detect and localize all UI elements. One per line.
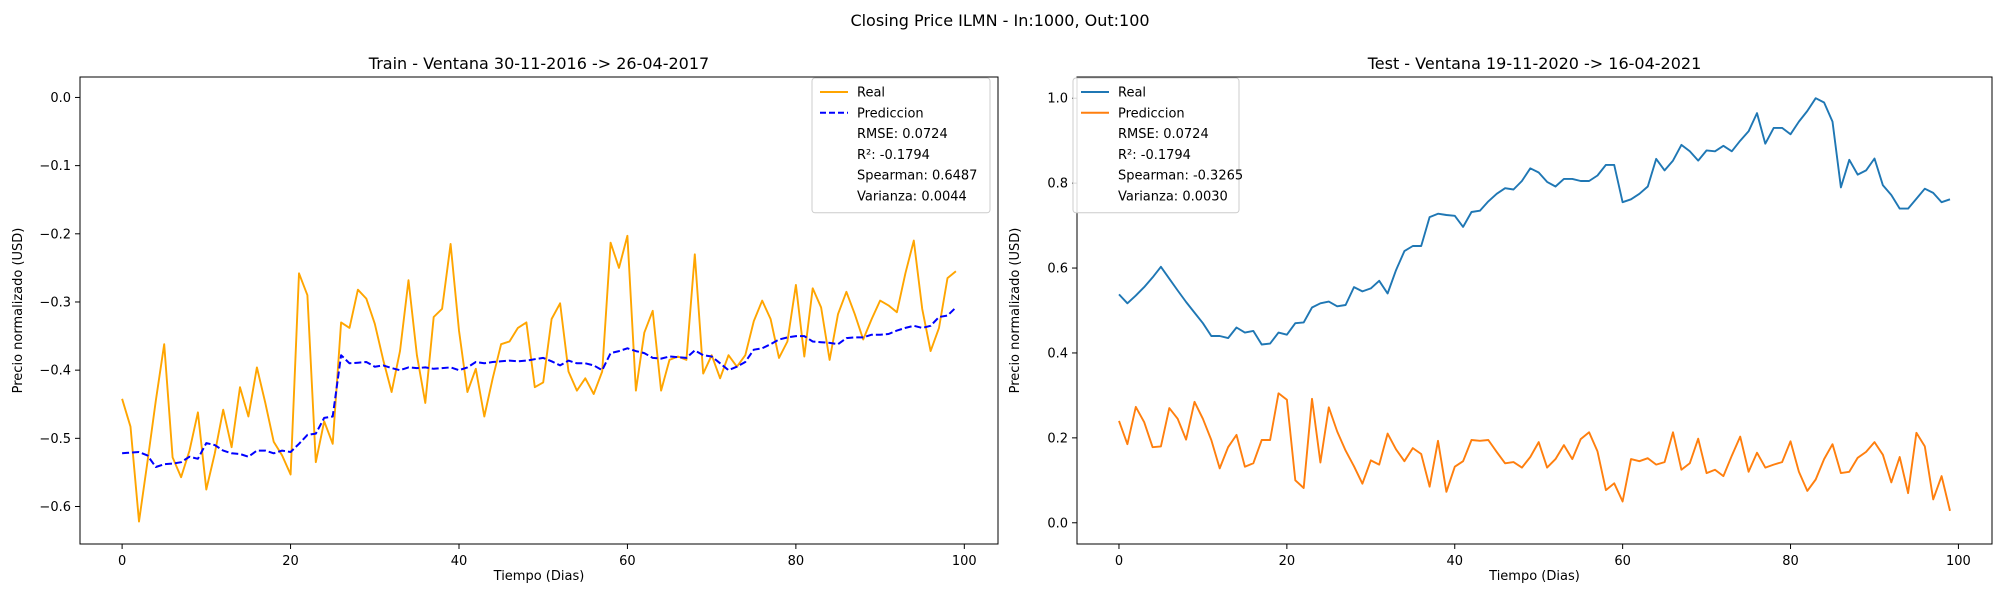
test-y-tick-label: 1.0 [1047,92,1068,107]
train-x-tick-label: 0 [118,554,126,569]
train-chart-title: Train - Ventana 30-11-2016 -> 26-04-2017 [368,54,709,73]
test-x-tick-label: 80 [1782,554,1799,569]
train-x-tick-label: 20 [282,554,299,569]
test-chart-title: Test - Ventana 19-11-2020 -> 16-04-2021 [1367,54,1702,73]
test-legend: Real Prediccion RMSE: 0.0724 R²: -0.1794 Spe… [1072,77,1243,214]
train-x-tick-label: 80 [788,554,805,569]
test-legend-label-prediccion: Prediccion [1118,106,1185,121]
figure-suptitle: Closing Price ILMN - In:1000, Out:100 [850,11,1149,30]
train-y-tick-label: −0.3 [39,295,71,310]
test-x-tick-label: 40 [1446,554,1463,569]
test-legend-metric: Spearman: -0.3265 [1118,169,1243,184]
train-y-tick-label: −0.4 [39,364,71,379]
train-legend: Real Prediccion RMSE: 0.0724 R²: -0.1794 Spe… [811,77,991,214]
test-legend-metric: Varianza: 0.0030 [1118,190,1228,205]
test-legend-metric: RMSE: 0.0724 [1118,127,1209,142]
train-series-prediccion-line [122,306,957,468]
test-legend-label-real: Real [1118,86,1146,101]
train-series-real-line [121,234,957,523]
test-y-tick-label: 0.8 [1047,177,1068,192]
test-series-real-line [1118,97,1951,346]
train-x-tick-label: 60 [619,554,636,569]
train-legend-metric: Varianza: 0.0044 [857,190,967,205]
test-x-axis-label: Tiempo (Dias) [1488,569,1580,584]
test-series-prediccion-line [1118,392,1951,512]
train-legend-label-real: Real [857,86,885,101]
train-legend-label-prediccion: Prediccion [857,106,924,121]
test-y-tick-label: 0.6 [1047,262,1068,277]
test-x-tick-label: 60 [1614,554,1631,569]
train-plot-frame [79,76,999,545]
train-legend-metric: RMSE: 0.0724 [857,127,948,142]
test-legend-box [1072,77,1240,214]
train-y-axis-label: Precio normalizado (USD) [11,228,26,394]
train-y-tick-label: −0.5 [39,432,71,447]
train-y-tick-label: 0.0 [50,91,71,106]
test-y-axis-label: Precio normalizado (USD) [1008,228,1023,394]
train-x-tick-label: 100 [952,554,977,569]
train-chart-panel: Train - Ventana 30-11-2016 -> 26-04-2017… [11,54,999,584]
test-x-tick-label: 100 [1946,554,1971,569]
test-y-tick-label: 0.0 [1047,516,1068,531]
test-plot-frame [1076,76,1993,545]
train-y-tick-label: −0.2 [39,227,71,242]
test-x-tick-label: 0 [1115,554,1123,569]
test-y-tick-label: 0.4 [1047,346,1068,361]
train-legend-metric: R²: -0.1794 [857,148,930,163]
train-y-tick-label: −0.1 [39,159,71,174]
train-x-tick-label: 40 [451,554,468,569]
train-x-axis-label: Tiempo (Dias) [493,569,585,584]
test-chart-panel: Test - Ventana 19-11-2020 -> 16-04-2021 0… [1008,54,1993,584]
train-legend-box [811,77,991,214]
test-x-tick-label: 20 [1279,554,1296,569]
test-legend-metric: R²: -0.1794 [1118,148,1191,163]
train-y-tick-label: −0.6 [39,500,71,515]
train-legend-metric: Spearman: 0.6487 [857,169,977,184]
test-y-tick-label: 0.2 [1047,431,1068,446]
